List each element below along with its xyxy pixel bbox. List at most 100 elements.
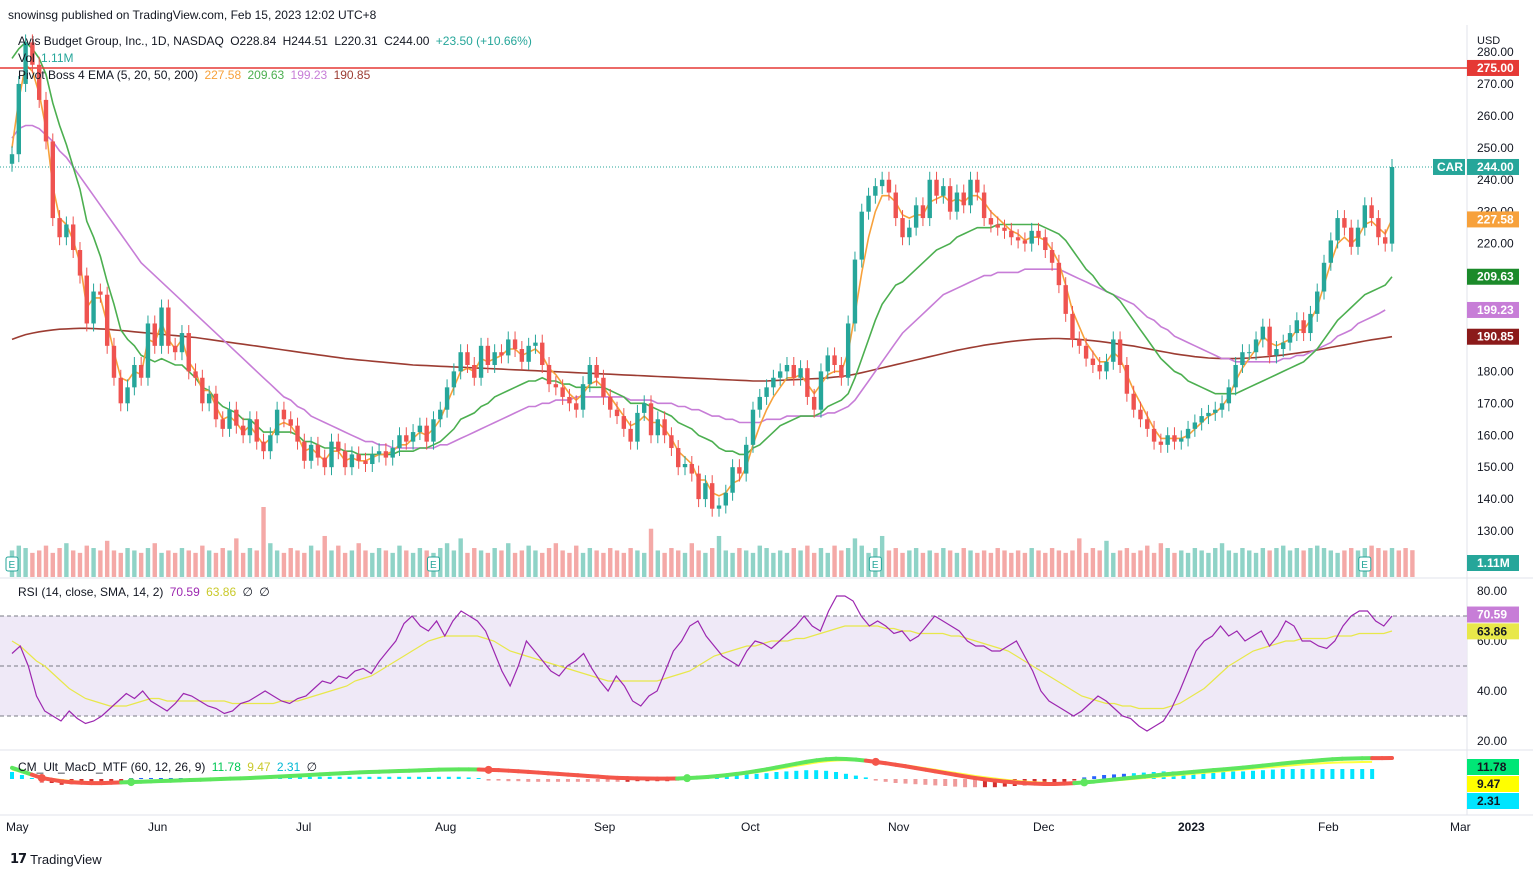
macd-histogram-bar — [119, 779, 124, 781]
macd-histogram-bar — [168, 778, 173, 779]
macd-histogram-bar — [863, 777, 868, 779]
candle-body — [968, 179, 973, 206]
candle-body — [404, 435, 409, 442]
volume-bar — [1029, 548, 1034, 577]
candle-body — [64, 224, 69, 238]
candle-body — [1077, 339, 1082, 346]
candle-body — [1056, 262, 1062, 286]
volume-bar — [220, 548, 225, 577]
candle-body — [1131, 393, 1136, 410]
volume-bar — [1111, 552, 1116, 577]
publisher-header: snowinsg published on TradingView.com, F… — [8, 8, 377, 22]
volume-bar — [587, 548, 593, 577]
candle-body — [1199, 416, 1204, 423]
candle-body — [329, 441, 334, 468]
volume-bar — [1206, 552, 1211, 577]
volume-bar — [1199, 550, 1204, 577]
macd-cross-dot — [37, 774, 46, 782]
rsi-label: RSI (14, close, SMA, 14, 2) — [18, 585, 164, 599]
volume-bar — [465, 552, 470, 577]
candle-body — [1315, 291, 1320, 314]
macd-cross-dot — [1080, 778, 1089, 787]
rsi-line — [11, 595, 1393, 732]
candle-body — [30, 42, 35, 65]
candle-body — [1172, 435, 1177, 442]
candle-body — [635, 412, 640, 442]
candle-body — [138, 364, 144, 378]
macd-histogram-bar — [1350, 769, 1355, 779]
earnings-marker — [1358, 556, 1372, 572]
macd-histogram-bar — [486, 779, 491, 781]
candle-body — [934, 179, 939, 196]
candle-body — [98, 291, 103, 295]
macd-signal-value: 9.47 — [247, 760, 271, 774]
candle-body — [642, 403, 647, 413]
macd-histogram-bar — [804, 770, 809, 779]
candle-body — [213, 393, 219, 420]
candle-body — [791, 364, 796, 378]
volume-bar — [1036, 550, 1041, 577]
candle-body — [485, 345, 491, 365]
candle-body — [886, 179, 892, 193]
candle-body — [784, 364, 790, 372]
volume-bar — [410, 552, 416, 577]
candlesticks — [9, 34, 1395, 517]
volume-bar — [30, 552, 35, 577]
volume-bar — [417, 548, 423, 577]
volume-bar — [444, 543, 450, 577]
volume-bar — [1158, 543, 1164, 577]
volume-bar — [376, 548, 382, 577]
volume-bar — [1043, 552, 1048, 577]
volume-bar — [356, 543, 361, 577]
macd-histogram-bar — [307, 776, 312, 779]
candle-body — [1138, 409, 1143, 420]
candle-body — [519, 349, 525, 362]
candle-body — [608, 396, 613, 410]
macd-histogram-bar — [426, 776, 431, 779]
candle-body — [234, 409, 239, 426]
rsi-badge — [1467, 606, 1519, 623]
candle-body — [50, 141, 55, 219]
volume-bar — [1315, 545, 1320, 577]
macd-histogram-bar — [1330, 769, 1335, 779]
volume-bar — [553, 543, 559, 577]
candle-body — [798, 368, 803, 378]
rsi-band — [0, 616, 1467, 716]
volume-bar — [499, 550, 504, 577]
candle-body — [261, 441, 266, 452]
candle-body — [492, 352, 497, 365]
brand-label: TradingView — [30, 851, 102, 867]
macd-histogram-bar — [556, 779, 561, 782]
volume-bar — [764, 548, 769, 577]
volume-bar — [703, 552, 708, 577]
candle-body — [1301, 320, 1306, 334]
candle-body — [200, 377, 205, 404]
volume-bar — [458, 538, 463, 577]
earnings-marker — [426, 556, 440, 572]
volume-bar — [852, 538, 858, 577]
macd-cross-dot — [871, 757, 880, 766]
volume-bar — [132, 550, 137, 577]
macd-histogram-bar — [873, 779, 878, 781]
volume-bar — [1376, 548, 1381, 577]
volume-bar — [730, 552, 735, 577]
volume-bar — [954, 552, 960, 577]
volume-bar — [23, 548, 28, 577]
rsi-empty-2: ∅ — [259, 585, 270, 599]
volume-bar — [594, 550, 599, 577]
macd-histogram-bar — [883, 779, 888, 782]
earnings-marker-label: E — [1361, 560, 1368, 571]
volume-bar — [268, 543, 273, 577]
macd-histogram-bar — [506, 779, 511, 782]
price-badge-label: 244.00 — [1477, 160, 1514, 174]
volume-bar — [546, 548, 552, 577]
macd-badge — [1467, 759, 1519, 775]
volume-label: Vol — [18, 51, 35, 65]
volume-bar — [1131, 552, 1136, 577]
volume-bar — [200, 545, 205, 577]
candle-body — [1097, 364, 1102, 372]
candle-body — [594, 364, 599, 378]
tradingview-footer[interactable]: 𝟭𝟳 TradingView — [10, 851, 102, 867]
volume-bar — [288, 548, 293, 577]
